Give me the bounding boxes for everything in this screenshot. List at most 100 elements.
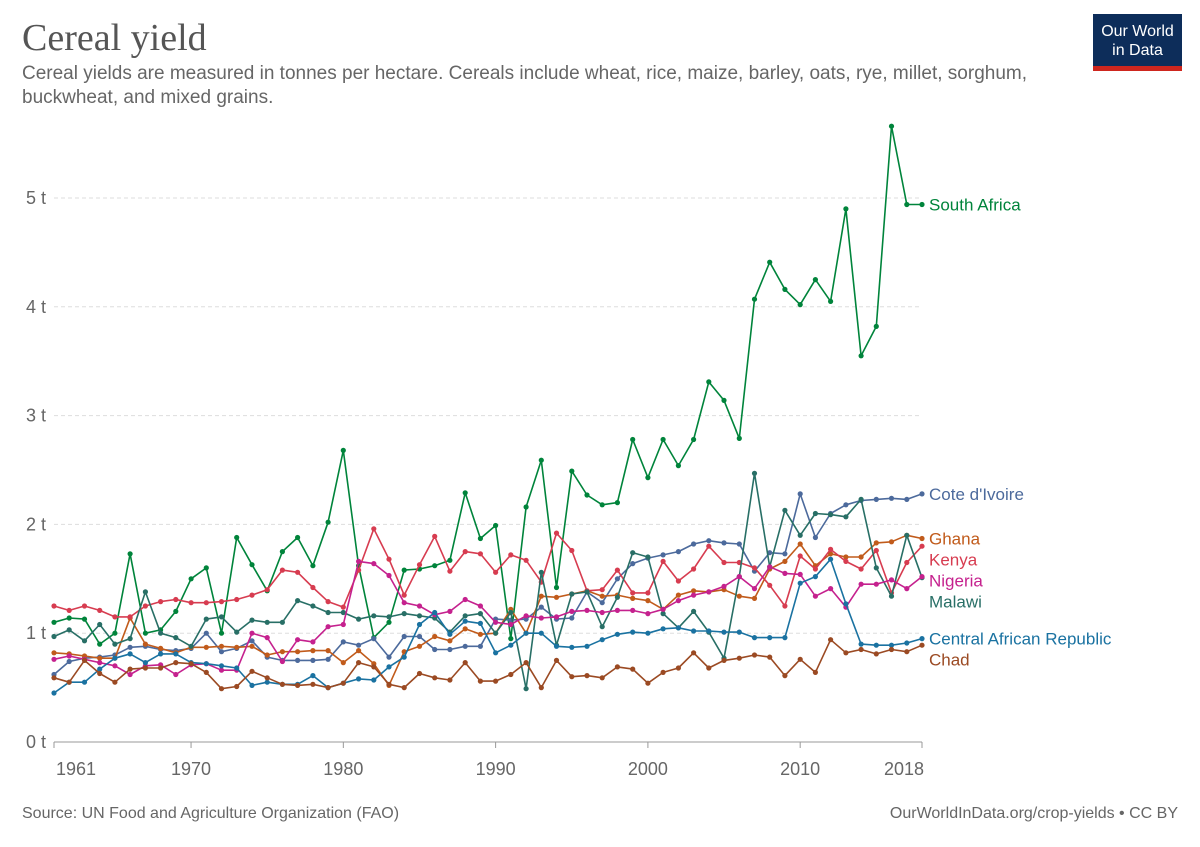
- data-point: [919, 543, 925, 549]
- data-point: [706, 665, 712, 671]
- data-point: [386, 619, 392, 625]
- data-point: [569, 547, 575, 554]
- data-point: [645, 590, 651, 596]
- data-point: [645, 630, 651, 636]
- series-cote-d-ivoire[interactable]: [51, 491, 925, 678]
- data-point: [173, 635, 179, 641]
- data-point: [295, 637, 301, 643]
- data-point: [310, 673, 316, 679]
- data-point: [447, 638, 453, 644]
- data-point: [873, 581, 879, 587]
- data-point: [493, 619, 499, 625]
- data-point: [828, 551, 834, 557]
- data-point: [767, 564, 773, 570]
- data-point: [356, 648, 362, 654]
- series-nigeria[interactable]: [51, 558, 925, 678]
- data-point: [310, 681, 316, 687]
- data-point: [234, 644, 240, 650]
- data-point: [447, 677, 453, 683]
- data-point: [508, 552, 514, 558]
- series-ghana[interactable]: [51, 532, 925, 689]
- data-point: [295, 682, 301, 689]
- data-point: [81, 657, 88, 664]
- data-point: [904, 559, 910, 566]
- series-label-chad[interactable]: Chad: [929, 651, 970, 670]
- data-point: [127, 614, 133, 620]
- data-point: [371, 664, 377, 670]
- data-point: [234, 534, 240, 541]
- license-link[interactable]: OurWorldInData.org/crop-yields • CC BY: [889, 805, 1178, 822]
- source-note: Source: UN Food and Agriculture Organiza…: [22, 805, 400, 822]
- data-point: [599, 587, 605, 593]
- data-point: [812, 669, 819, 676]
- data-point: [477, 603, 483, 609]
- data-point: [843, 558, 849, 565]
- data-point: [843, 206, 849, 212]
- series-label-central-african-republic[interactable]: Central African Republic: [929, 630, 1112, 649]
- data-point: [66, 607, 72, 614]
- data-point: [51, 690, 57, 696]
- data-point: [477, 631, 483, 637]
- data-point: [812, 277, 819, 283]
- series-label-south-africa[interactable]: South Africa: [929, 196, 1021, 215]
- data-point: [97, 621, 103, 628]
- series-label-ghana[interactable]: Ghana: [929, 530, 981, 549]
- data-point: [508, 609, 514, 616]
- series-chad[interactable]: [51, 637, 925, 692]
- data-point: [340, 621, 346, 628]
- data-point: [538, 630, 544, 636]
- series-south-africa[interactable]: [51, 123, 925, 647]
- data-point: [675, 665, 682, 671]
- data-point: [782, 551, 788, 557]
- data-point: [691, 628, 697, 634]
- data-point: [462, 618, 468, 624]
- data-point: [356, 676, 362, 682]
- series-line-malawi: [53, 472, 923, 690]
- owid-logo[interactable]: Our World in Data: [1093, 14, 1182, 71]
- data-point: [569, 608, 575, 615]
- data-point: [66, 615, 72, 621]
- data-point: [858, 646, 864, 653]
- series-label-nigeria[interactable]: Nigeria: [929, 572, 983, 591]
- data-point: [599, 600, 605, 606]
- data-point: [767, 635, 773, 641]
- data-point: [340, 660, 346, 666]
- data-point: [675, 598, 682, 604]
- data-point: [538, 593, 544, 599]
- data-point: [858, 641, 864, 647]
- data-point: [645, 475, 651, 481]
- data-point: [630, 436, 636, 443]
- data-point: [340, 609, 346, 616]
- data-point: [356, 660, 362, 666]
- data-point: [188, 600, 194, 606]
- data-point: [553, 530, 560, 536]
- data-point: [919, 574, 925, 580]
- data-point: [462, 596, 468, 603]
- data-point: [584, 589, 590, 595]
- data-point: [828, 546, 834, 553]
- data-point: [112, 614, 118, 620]
- data-point: [386, 556, 392, 562]
- data-point: [904, 649, 910, 655]
- data-point: [310, 657, 316, 664]
- data-point: [721, 629, 727, 635]
- data-point: [218, 663, 225, 669]
- series-label-cote-d-ivoire[interactable]: Cote d'Ivoire: [929, 485, 1024, 504]
- data-point: [919, 642, 925, 648]
- data-point: [142, 603, 148, 609]
- series-kenya[interactable]: [51, 526, 925, 620]
- data-point: [158, 651, 164, 657]
- data-point: [599, 675, 605, 681]
- data-point: [432, 675, 438, 681]
- data-point: [508, 621, 514, 628]
- data-point: [112, 641, 118, 647]
- series-label-malawi[interactable]: Malawi: [929, 593, 982, 612]
- data-point: [751, 565, 758, 571]
- data-point: [279, 681, 285, 687]
- data-point: [203, 600, 209, 606]
- data-point: [188, 576, 194, 582]
- data-point: [371, 677, 377, 683]
- series-label-kenya[interactable]: Kenya: [929, 551, 978, 570]
- data-point: [386, 614, 392, 620]
- data-point: [904, 532, 910, 538]
